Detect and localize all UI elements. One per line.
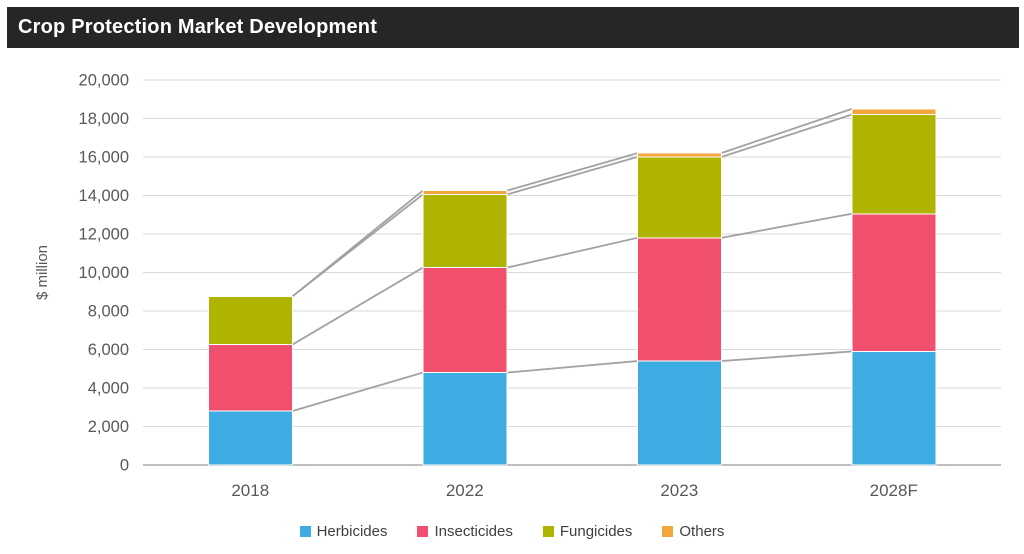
legend-swatch-icon	[662, 526, 674, 537]
y-tick-label: 16,000	[79, 149, 129, 167]
series-line-insecticides	[721, 212, 852, 239]
series-line-others	[506, 152, 638, 192]
legend-label: Fungicides	[559, 523, 633, 540]
y-tick-label: 2,000	[88, 418, 129, 436]
bar-segment-fungicides-2028f	[851, 114, 937, 215]
bar-segment-fungicides-2023	[636, 156, 722, 239]
bar-segment-herbicides-2022	[422, 372, 508, 466]
chart-legend: Herbicides Insecticides Fungicides Others	[0, 523, 1024, 540]
bar-segment-fungicides-2022	[422, 194, 508, 269]
y-tick-label: 8,000	[88, 303, 129, 321]
series-line-others	[720, 108, 853, 155]
series-line-insecticides	[506, 236, 638, 269]
y-tick-label: 10,000	[79, 264, 129, 282]
legend-label: Herbicides	[316, 523, 388, 540]
y-tick-label: 18,000	[79, 110, 129, 128]
legend-swatch-icon	[542, 526, 554, 537]
bar-segment-others-2023	[636, 152, 722, 158]
legend-item-herbicides: Herbicides	[299, 523, 388, 540]
y-tick-label: 6,000	[88, 341, 129, 359]
chart-title: Crop Protection Market Development	[18, 16, 378, 38]
y-tick-label: 4,000	[88, 380, 129, 398]
series-line-insecticides	[291, 266, 424, 346]
series-line-herbicides	[506, 360, 638, 374]
legend-swatch-icon	[417, 526, 429, 537]
legend-item-fungicides: Fungicides	[542, 523, 633, 540]
bar-segment-insecticides-2028f	[851, 213, 937, 352]
legend-item-others: Others	[662, 523, 724, 540]
y-tick-label: 14,000	[79, 187, 129, 205]
bar-segment-herbicides-2028f	[851, 350, 937, 466]
series-line-herbicides	[721, 350, 852, 362]
bar-segment-others-2022	[422, 190, 508, 196]
series-line-others	[291, 189, 424, 298]
bar-segment-insecticides-2022	[422, 267, 508, 374]
x-category-label: 2022	[446, 481, 484, 500]
x-category-label: 2028F	[870, 481, 918, 500]
series-line-herbicides	[291, 371, 424, 412]
series-line-fungicides	[720, 113, 853, 158]
y-axis-unit: $ million	[34, 245, 51, 300]
bar-segment-others-2028f	[851, 108, 937, 116]
x-category-label: 2023	[660, 481, 698, 500]
bar-segment-insecticides-2018	[207, 344, 293, 412]
y-tick-label: 20,000	[79, 72, 129, 90]
y-tick-label: 12,000	[79, 226, 129, 244]
chart-title-bar: Crop Protection Market Development	[7, 7, 1019, 48]
bar-segment-fungicides-2018	[207, 296, 293, 346]
bar-segment-herbicides-2018	[207, 410, 293, 466]
bar-segment-insecticides-2023	[636, 237, 722, 362]
y-tick-label: 0	[120, 457, 129, 475]
bar-segment-herbicides-2023	[636, 360, 722, 466]
legend-label: Insecticides	[434, 523, 513, 540]
legend-swatch-icon	[299, 526, 311, 537]
series-line-fungicides	[506, 156, 638, 196]
legend-label: Others	[679, 523, 725, 540]
x-category-label: 2018	[231, 481, 269, 500]
legend-item-insecticides: Insecticides	[417, 523, 513, 540]
